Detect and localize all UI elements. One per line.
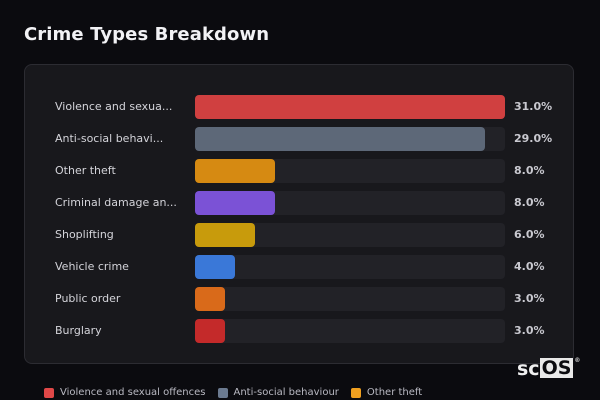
logo-text-sc: sc [517, 358, 540, 380]
bar-track [195, 191, 505, 215]
legend-swatch-icon [44, 387, 54, 398]
bar-track [195, 287, 505, 311]
bar-value: 29.0% [514, 132, 553, 145]
bar-label: Anti-social behavi... [55, 132, 164, 145]
bar-label: Public order [55, 292, 121, 305]
bar-value: 4.0% [514, 260, 545, 273]
bar-row[interactable]: Other theft 8.0% [25, 159, 573, 183]
bar-track [195, 255, 505, 279]
bar-fill[interactable] [195, 159, 275, 183]
legend-item[interactable]: Violence and sexual offences [44, 387, 206, 398]
bar-row[interactable]: Shoplifting 6.0% [25, 223, 573, 247]
logo-text-os: OS [539, 357, 574, 379]
bar-fill[interactable] [195, 287, 225, 311]
bar-value: 6.0% [514, 228, 545, 241]
legend-label: Violence and sexual offences [60, 387, 206, 398]
legend-item[interactable]: Anti-social behaviour [217, 387, 339, 398]
bar-track [195, 159, 505, 183]
page-title: Crime Types Breakdown [24, 24, 270, 45]
legend-label: Anti-social behaviour [233, 387, 339, 398]
bar-value: 8.0% [514, 164, 545, 177]
bar-label: Violence and sexua... [55, 100, 173, 113]
legend-label: Other theft [366, 387, 423, 398]
legend-swatch-icon [217, 387, 228, 398]
chart-card: Violence and sexua... 31.0% Anti-social be… [24, 64, 574, 364]
bar-label: Vehicle crime [55, 260, 129, 273]
bar-fill[interactable] [195, 127, 485, 151]
bar-label: Shoplifting [55, 228, 114, 241]
bar-fill[interactable] [195, 223, 255, 247]
bar-label: Burglary [55, 324, 102, 337]
registered-mark-icon: ® [574, 357, 581, 364]
legend-item[interactable]: Other theft [350, 387, 423, 398]
bar-value: 31.0% [514, 100, 553, 113]
bar-value: 8.0% [514, 196, 545, 209]
bar-fill[interactable] [195, 191, 275, 215]
bar-row[interactable]: Public order 3.0% [25, 287, 573, 311]
bar-value: 3.0% [514, 324, 545, 337]
bar-label: Other theft [55, 164, 116, 177]
bar-track [195, 319, 505, 343]
bar-track [195, 223, 505, 247]
bar-value: 3.0% [514, 292, 545, 305]
chart-legend: Violence and sexual offences Anti-social … [44, 387, 422, 398]
bar-fill[interactable] [195, 95, 505, 119]
bar-track [195, 95, 505, 119]
bar-track [195, 127, 505, 151]
bar-row[interactable]: Anti-social behavi... 29.0% [25, 127, 573, 151]
bar-fill[interactable] [195, 319, 225, 343]
bar-row[interactable]: Burglary 3.0% [25, 319, 573, 343]
bar-row[interactable]: Criminal damage an... 8.0% [25, 191, 573, 215]
legend-swatch-icon [350, 387, 361, 398]
bar-row[interactable]: Vehicle crime 4.0% [25, 255, 573, 279]
bar-fill[interactable] [195, 255, 235, 279]
bar-label: Criminal damage an... [55, 196, 177, 209]
scos-logo: sc OS ® [517, 357, 581, 380]
bar-row[interactable]: Violence and sexua... 31.0% [25, 95, 573, 119]
